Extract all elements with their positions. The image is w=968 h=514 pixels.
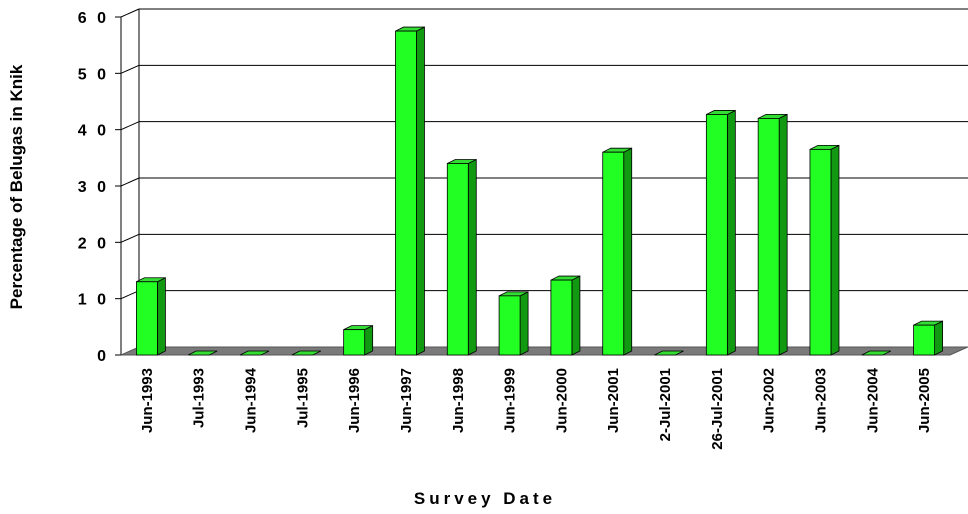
x-tick-label: Jun-1999 (502, 368, 519, 433)
bar-top (861, 350, 891, 356)
bar-front (550, 279, 573, 356)
x-axis-ticks: Jun-1993 Jul-1993 Jun-1994 Jul-1995 Jun-1996… (139, 367, 933, 449)
x-tick-label: Jun-2002 (761, 368, 778, 433)
gridline-connector (120, 290, 140, 300)
x-tick-label: Jul-1995 (294, 368, 311, 428)
x-tick-label: Jun-1996 (346, 368, 363, 433)
x-tick-label: Jun-2000 (553, 368, 570, 433)
bar (602, 147, 633, 356)
bar-front (498, 295, 521, 356)
y-tick-label: 6 0 (78, 10, 109, 27)
bar (343, 325, 374, 356)
x-tick-label: Jun-1997 (398, 368, 415, 433)
bar (654, 350, 684, 356)
bar-front (446, 163, 469, 356)
bar-top (291, 350, 322, 356)
bar (809, 144, 840, 356)
bar-front (757, 118, 780, 356)
bar-side (571, 275, 581, 356)
x-tick-label: Jul-1993 (191, 368, 208, 428)
x-tick-label: 2-Jul-2001 (657, 368, 674, 441)
x-tick-label: Jun-2005 (916, 368, 933, 433)
bar (861, 350, 891, 356)
gridlines (115, 8, 968, 356)
bar (395, 26, 425, 356)
y-tick-label: 1 0 (78, 292, 109, 309)
gridline-connector (120, 8, 140, 18)
x-tick-label: Jun-1993 (139, 368, 156, 433)
bar (239, 350, 270, 356)
bar (550, 275, 581, 356)
bar-front (705, 114, 728, 356)
bar (913, 320, 943, 356)
y-tick-label: 3 0 (78, 179, 109, 196)
bar-side (416, 26, 425, 356)
y-axis-ticks: 0 1 0 2 0 3 0 4 0 5 0 6 0 (78, 10, 109, 365)
x-tick-label: Jun-2004 (864, 367, 881, 433)
bar-front (343, 329, 366, 356)
y-tick-label: 5 0 (78, 66, 109, 83)
bar-side (623, 147, 633, 356)
x-tick-label: Jun-1994 (243, 367, 260, 433)
bar (705, 109, 736, 356)
bar (757, 113, 788, 356)
bar-front (602, 151, 625, 356)
y-axis-title: Percentage of Belugas in Knik (7, 64, 26, 309)
y-tick-label: 2 0 (78, 235, 109, 252)
bar-side (726, 109, 736, 356)
bar-side (830, 144, 840, 356)
bar-side (778, 113, 788, 356)
bar-side (467, 158, 477, 356)
gridline-connector (120, 177, 140, 187)
bar-front (395, 30, 417, 356)
bar-top (239, 350, 270, 356)
x-tick-label: Jun-2003 (812, 368, 829, 433)
gridline-connector (120, 64, 140, 74)
bar (291, 350, 322, 356)
bar (498, 291, 529, 356)
bar-front (136, 281, 158, 356)
bar-side (934, 320, 943, 356)
bar (446, 158, 477, 356)
gridline-connector (120, 121, 140, 131)
gridline-connector (120, 233, 140, 243)
bar (136, 277, 166, 356)
bar-top (654, 350, 684, 356)
x-tick-label: Jun-2001 (605, 368, 622, 433)
x-axis-title: Survey Date (414, 489, 556, 508)
bars (136, 26, 943, 356)
x-tick-label: Jun-1998 (450, 368, 467, 433)
bar (188, 350, 218, 356)
bar-side (364, 325, 374, 356)
y-tick-label: 0 (97, 348, 109, 365)
bar-front (809, 148, 832, 356)
bar-side (519, 291, 529, 356)
x-tick-label: 26-Jul-2001 (709, 368, 726, 450)
bar-side (157, 277, 166, 356)
bar-front (913, 324, 935, 356)
y-tick-label: 4 0 (78, 123, 109, 140)
bar-top (188, 350, 218, 356)
